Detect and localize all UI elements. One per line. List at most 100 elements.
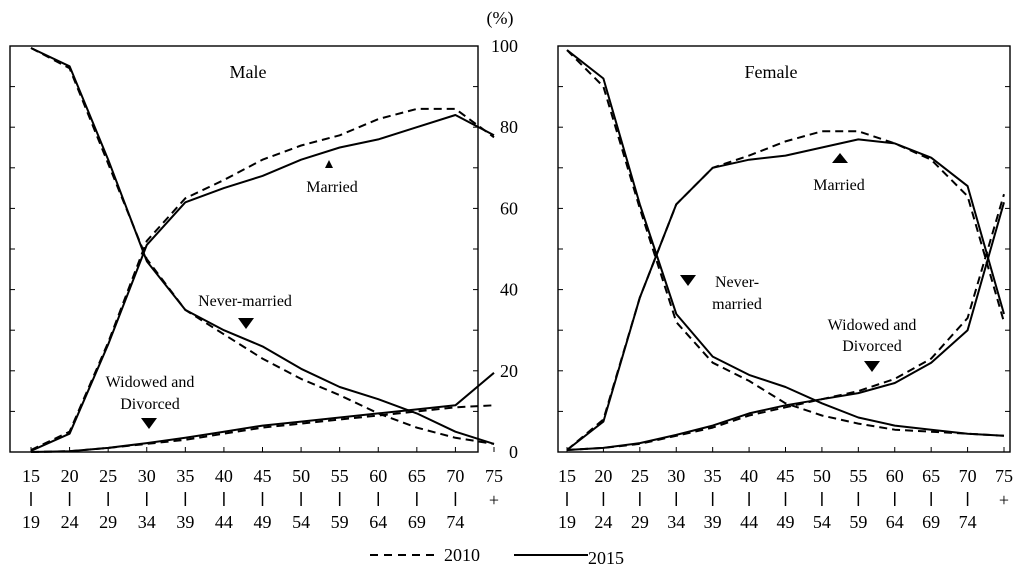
x-tick-label-bottom: 69 — [922, 512, 940, 532]
never-married-label: Never-married — [198, 293, 292, 310]
series-line-widowed-and-divorced-2015 — [566, 202, 1005, 451]
never-label-line1: Never- — [715, 274, 759, 291]
x-tick-label-bottom: 49 — [777, 512, 795, 532]
x-tick-label-top: 70 — [446, 466, 464, 486]
widowed-label-line1: Widowed and — [106, 374, 195, 391]
y-tick-label: 20 — [500, 361, 518, 381]
divorced-label-line2: Divorced — [842, 338, 902, 355]
legend-2015-label: 2015 — [588, 548, 624, 568]
x-tick-label-top: 40 — [215, 466, 233, 486]
x-tick-label-bottom: 59 — [849, 512, 867, 532]
male-annotations: Married Never-married Widowed and Divorc… — [106, 160, 358, 429]
x-tick-label-top: 65 — [922, 466, 940, 486]
series-line-never-married-2010 — [30, 47, 495, 445]
x-tick-label-top: 55 — [849, 466, 867, 486]
x-tick-label-bottom: 44 — [215, 512, 233, 532]
x-tick-label-bottom: 19 — [558, 512, 576, 532]
legend: 2010 2015 — [370, 545, 624, 568]
x-tick-label-bottom: 74 — [446, 512, 464, 532]
series-line-married-2015 — [30, 114, 495, 452]
female-plot-frame — [557, 45, 1011, 453]
x-tick-label-top: 20 — [61, 466, 79, 486]
x-tick-label-top: 55 — [331, 466, 349, 486]
divorced-label-line2: Divorced — [120, 396, 180, 413]
x-tick-label-bottom: 69 — [408, 512, 426, 532]
x-tick-label-top: 40 — [740, 466, 758, 486]
y-tick-label: 40 — [500, 280, 518, 300]
x-tick-label-bottom: 49 — [254, 512, 272, 532]
y-tick-label: 80 — [500, 117, 518, 137]
married-up-marker — [325, 160, 333, 168]
x-tick-label-bottom: 29 — [631, 512, 649, 532]
x-tick-label-top: 35 — [704, 466, 722, 486]
x-tick-label-top: 25 — [631, 466, 649, 486]
x-tick-label-top: 30 — [667, 466, 685, 486]
male-series — [30, 47, 495, 453]
x-tick-label-top: 75 — [485, 466, 503, 486]
x-tick-label-bottom: 29 — [99, 512, 117, 532]
x-tick-label-top: 45 — [777, 466, 795, 486]
series-line-never-married-2015 — [566, 49, 1005, 437]
female-series — [566, 49, 1005, 451]
x-tick-label-top: 65 — [408, 466, 426, 486]
series-line-widowed-and-divorced-2010 — [30, 404, 495, 453]
y-tick-label: 100 — [491, 36, 518, 56]
married-label: Married — [306, 179, 358, 196]
series-line-widowed-and-divorced-2010 — [566, 193, 1005, 451]
x-tick-label-top: 20 — [594, 466, 612, 486]
male-plot-frame — [9, 45, 479, 453]
y-tick-label: 0 — [509, 442, 518, 462]
x-tick-label-top: 60 — [369, 466, 387, 486]
widowed-down-marker — [864, 361, 880, 372]
married-label-line2: married — [712, 296, 762, 313]
never-married-down-marker — [680, 275, 696, 286]
x-tick-label-top: 25 — [99, 466, 117, 486]
x-tick-label-top: 70 — [959, 466, 977, 486]
series-line-widowed-and-divorced-2015 — [30, 372, 495, 453]
widowed-down-marker — [141, 418, 157, 429]
female-annotations: Married Never- married Widowed and Divor… — [680, 153, 916, 372]
x-tick-label-bottom: 59 — [331, 512, 349, 532]
x-tick-label-top: 50 — [292, 466, 310, 486]
never-married-down-marker — [238, 318, 254, 329]
x-tick-label-top: 45 — [254, 466, 272, 486]
male-x-labels: 15 19 20 24 25 29 30 34 35 39 40 44 45 49 50 54 55 59 60 64… — [22, 466, 503, 532]
male-axis-ticks — [10, 45, 495, 453]
male-title: Male — [230, 62, 267, 82]
series-line-married-2010 — [30, 107, 495, 451]
male-panel: Male Married Never-married Widowed and D… — [9, 45, 503, 532]
x-tick-label-bottom: 64 — [886, 512, 904, 532]
female-axis-ticks — [558, 45, 1010, 453]
x-tick-label-bottom: 74 — [959, 512, 977, 532]
x-tick-label-bottom: 24 — [61, 512, 79, 532]
x-tick-label-bottom: 24 — [594, 512, 612, 532]
x-tick-label-top: 15 — [558, 466, 576, 486]
x-tick-label-top: 75 — [995, 466, 1013, 486]
x-tick-label-top: 50 — [813, 466, 831, 486]
married-up-marker — [832, 153, 848, 163]
x-tick-label-bottom: 64 — [369, 512, 387, 532]
series-line-never-married-2015 — [30, 47, 495, 445]
x-tick-label-top: 35 — [176, 466, 194, 486]
y-tick-label: 60 — [500, 198, 518, 218]
x-tick-label-bottom: 44 — [740, 512, 758, 532]
x-tick-label-bottom: 39 — [704, 512, 722, 532]
x-tick-label-top: 30 — [138, 466, 156, 486]
series-line-married-2015 — [566, 138, 1005, 451]
x-tick-label-bottom: 34 — [667, 512, 685, 532]
x-tick-label-bottom: 39 — [176, 512, 194, 532]
female-title: Female — [745, 62, 798, 82]
y-unit-label: (%) — [487, 8, 514, 29]
x-tick-label-bottom: 54 — [813, 512, 831, 532]
x-tick-label-top: 15 — [22, 466, 40, 486]
x-tick-label-bottom: 19 — [22, 512, 40, 532]
female-panel: Female Married Never- married Widowed an… — [557, 45, 1013, 532]
married-label: Married — [813, 177, 865, 194]
x-tick-label-bottom: + — [999, 490, 1009, 510]
x-tick-label-top: 60 — [886, 466, 904, 486]
x-tick-label-bottom: 34 — [138, 512, 156, 532]
y-axis-labels: (%) 0 20 40 60 80 100 — [487, 8, 518, 462]
female-x-labels: 15 19 20 24 25 29 30 34 35 39 40 44 45 49 50 54 55 59 60 64… — [558, 466, 1013, 532]
x-tick-label-bottom: + — [489, 490, 499, 510]
